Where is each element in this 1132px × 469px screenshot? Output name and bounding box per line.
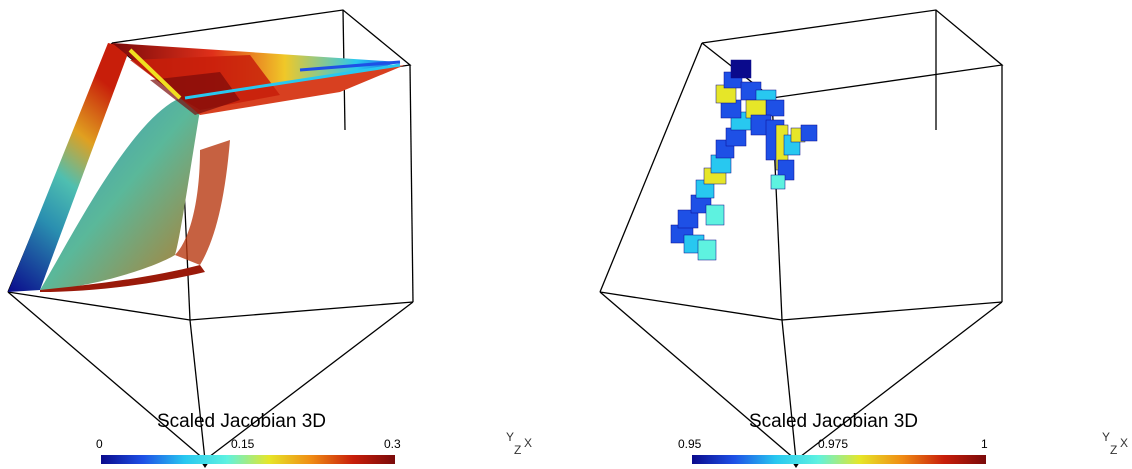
- right-colorbar-title: Scaled Jacobian 3D: [749, 411, 918, 432]
- axis-z-label: Z: [1110, 443, 1118, 457]
- axis-y-label: Y: [1102, 430, 1111, 444]
- left-view: Scaled Jacobian 3D 0 0.15 0.3 Y Z X: [7, 9, 540, 468]
- axis-y-label: Y: [506, 430, 515, 444]
- left-colorbar-title: Scaled Jacobian 3D: [157, 411, 326, 432]
- right-axes-triad: Y Z X: [1096, 430, 1130, 460]
- axis-z-label: Z: [514, 443, 522, 457]
- left-colorbar-tick-mid: 0.15: [231, 437, 255, 451]
- right-view: Scaled Jacobian 3D 0.95 0.975 1 Y Z X: [566, 0, 1132, 469]
- left-colorbar-tick-max: 0.3: [384, 437, 401, 451]
- axis-x-label: X: [524, 436, 533, 450]
- right-mesh-cells: [670, 59, 818, 261]
- left-mesh-surface: [8, 43, 405, 292]
- left-colorbar: [101, 455, 395, 464]
- left-colorbar-tick-min: 0: [96, 437, 103, 451]
- right-colorbar-tick-mid: 0.975: [818, 437, 849, 451]
- left-axes-triad: Y Z X: [500, 430, 540, 460]
- left-mesh-render: [7, 9, 414, 468]
- right-colorbar-tick-min: 0.95: [678, 437, 702, 451]
- right-colorbar-tick-max: 1: [981, 437, 988, 451]
- right-mesh-render: [599, 9, 1004, 468]
- axis-x-label: X: [1120, 436, 1129, 450]
- right-colorbar: [692, 455, 986, 464]
- right-bounding-box: [599, 9, 1004, 461]
